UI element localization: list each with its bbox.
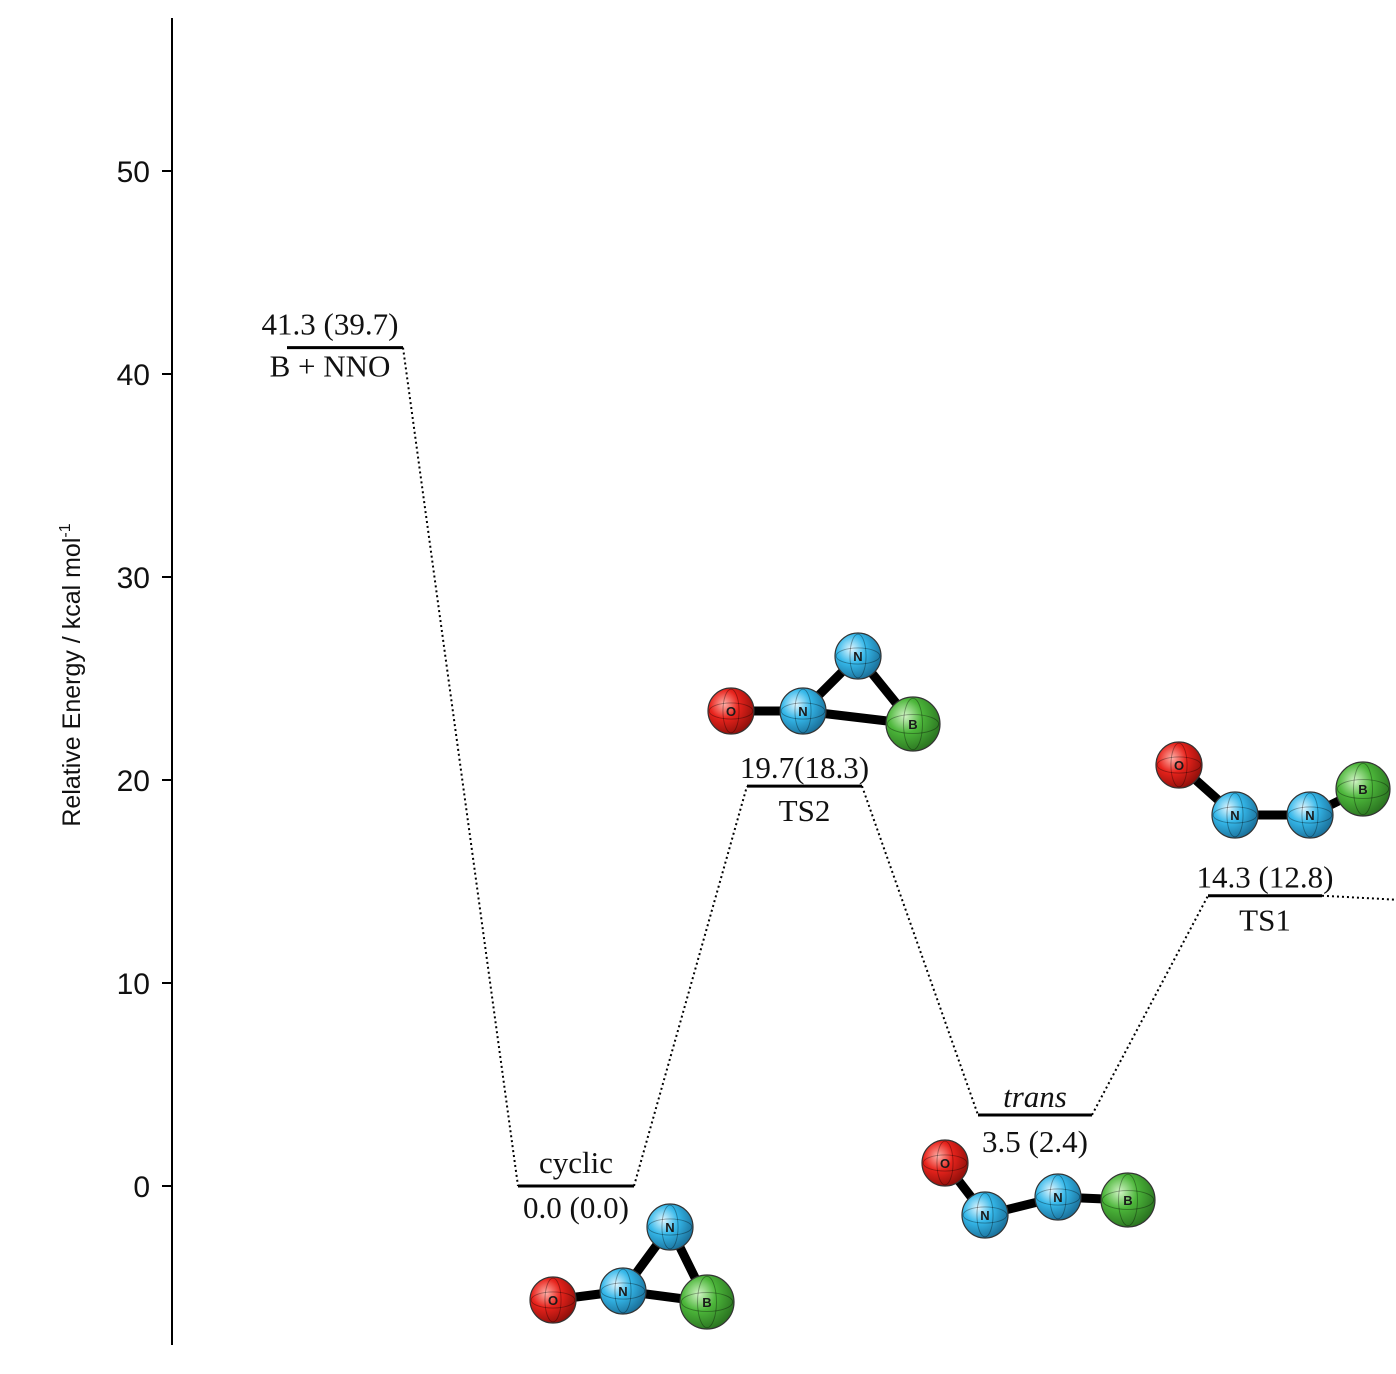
atom-nitrogen: N <box>961 1191 1009 1239</box>
level-reactants: 41.3 (39.7) B + NNO <box>262 307 403 384</box>
level-name-ts2: TS2 <box>779 793 831 828</box>
level-cyclic: cyclic 0.0 (0.0) <box>518 1145 634 1225</box>
y-axis-title: Relative Energy / kcal mol-1 <box>57 523 86 826</box>
connector-trans-ts1 <box>1091 895 1209 1116</box>
level-value-ts2: 19.7(18.3) <box>740 750 869 785</box>
level-value-cyclic: 0.0 (0.0) <box>523 1190 629 1225</box>
connector-cyclic-ts2 <box>633 785 748 1187</box>
level-name-cyclic: cyclic <box>539 1145 613 1180</box>
atom-symbol: B <box>1358 782 1367 797</box>
atom-boron: B <box>885 696 941 752</box>
ts1-molecule: O N N B <box>1155 741 1391 839</box>
atom-symbol: O <box>548 1293 558 1308</box>
level-ts2: 19.7(18.3) TS2 <box>740 750 869 828</box>
atom-symbol: N <box>1053 1190 1062 1205</box>
y-tick-label-10: 10 <box>117 968 150 1001</box>
atom-symbol: O <box>1174 758 1184 773</box>
trans-molecule: O N N B <box>921 1139 1156 1239</box>
atom-nitrogen: N <box>1034 1173 1082 1221</box>
atom-symbol: B <box>702 1295 711 1310</box>
atom-nitrogen: N <box>1211 791 1259 839</box>
atom-oxygen: O <box>707 687 755 735</box>
y-tick-label-0: 0 <box>133 1171 150 1204</box>
atom-symbol: O <box>726 704 736 719</box>
atom-nitrogen: N <box>599 1267 647 1315</box>
atom-symbol: N <box>853 649 862 664</box>
y-tick-label-50: 50 <box>117 156 150 189</box>
level-name-reactants: B + NNO <box>270 349 391 384</box>
atom-oxygen: O <box>1155 741 1203 789</box>
connector-ts1-continuation <box>1321 894 1396 901</box>
level-name-trans: trans <box>1003 1079 1067 1114</box>
atom-symbol: O <box>940 1156 950 1171</box>
connector-ts2-trans <box>861 785 979 1116</box>
cyclic-molecule: O N N B <box>529 1203 735 1330</box>
atom-boron: B <box>1335 761 1391 817</box>
atom-boron: B <box>679 1274 735 1330</box>
atom-symbol: N <box>1305 808 1314 823</box>
ts2-molecule: O N N B <box>707 632 941 752</box>
y-tick-label-30: 30 <box>117 562 150 595</box>
atom-symbol: B <box>1123 1193 1132 1208</box>
molecule-structures: O N N B O N N B O N N B O N N B <box>529 632 1391 1330</box>
y-axis-ticks: 0 10 20 30 40 50 <box>117 156 172 1204</box>
atom-nitrogen: N <box>834 632 882 680</box>
atom-boron: B <box>1100 1172 1156 1228</box>
level-value-trans: 3.5 (2.4) <box>982 1124 1088 1159</box>
y-tick-label-20: 20 <box>117 765 150 798</box>
atom-nitrogen: N <box>1286 791 1334 839</box>
atom-nitrogen: N <box>646 1203 694 1251</box>
atom-nitrogen: N <box>779 687 827 735</box>
level-value-ts1: 14.3 (12.8) <box>1197 860 1334 895</box>
y-tick-label-40: 40 <box>117 359 150 392</box>
atom-symbol: N <box>665 1220 674 1235</box>
atom-symbol: N <box>798 704 807 719</box>
level-ts1: 14.3 (12.8) TS1 <box>1197 860 1334 938</box>
atom-symbol: B <box>908 717 917 732</box>
level-name-ts1: TS1 <box>1239 903 1291 938</box>
atom-symbol: N <box>618 1284 627 1299</box>
atom-symbol: N <box>980 1208 989 1223</box>
level-value-reactants: 41.3 (39.7) <box>262 307 399 342</box>
atom-oxygen: O <box>921 1139 969 1187</box>
connector-reactants-cyclic <box>402 347 519 1187</box>
level-connectors <box>402 347 1396 1187</box>
atom-symbol: N <box>1230 808 1239 823</box>
level-trans: trans 3.5 (2.4) <box>978 1079 1092 1159</box>
atom-oxygen: O <box>529 1276 577 1324</box>
